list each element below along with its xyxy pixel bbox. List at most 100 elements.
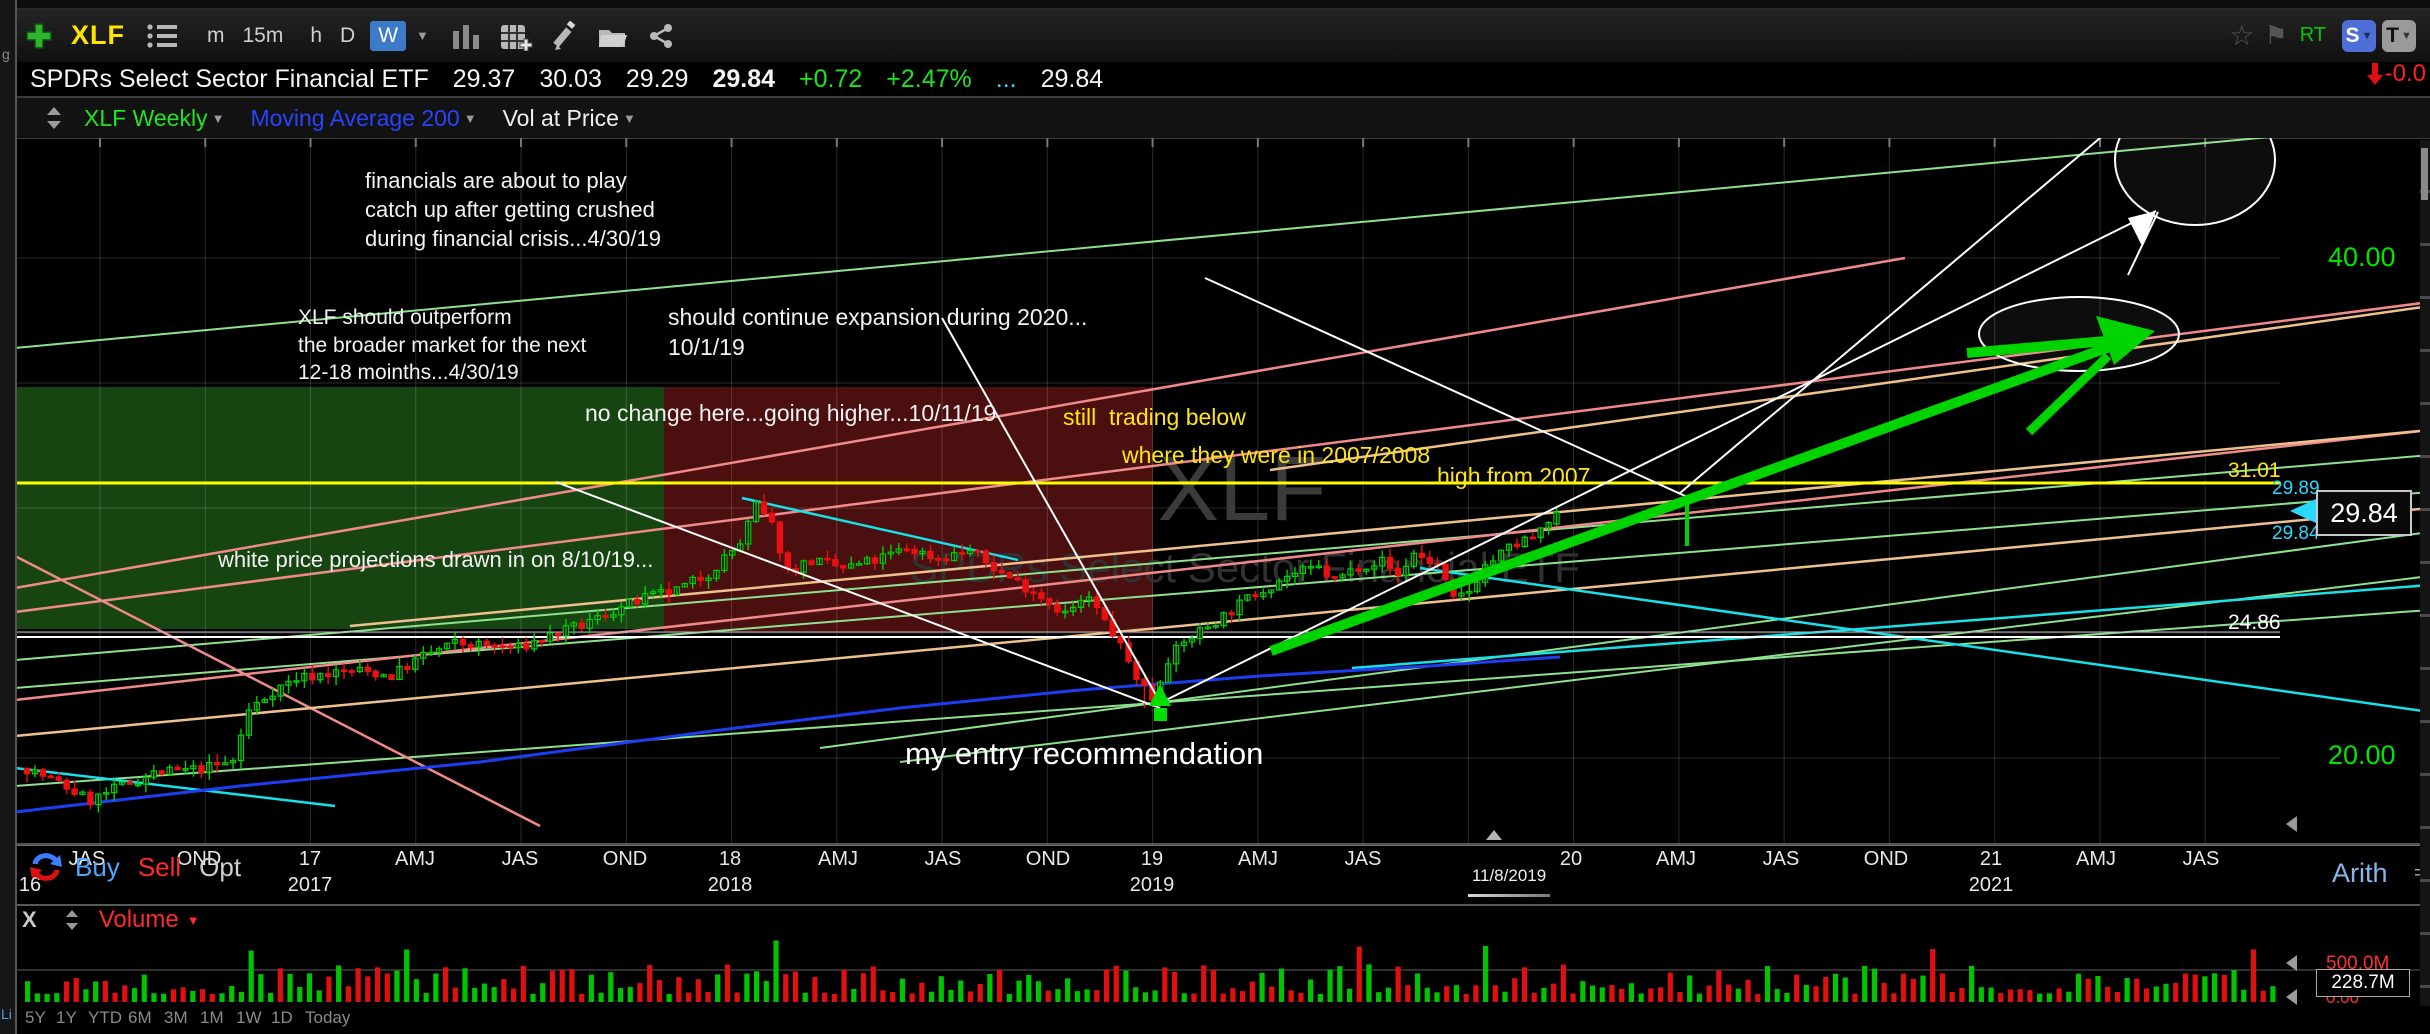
- volume-bar: [306, 973, 313, 1002]
- vertical-scrollbar[interactable]: [2420, 140, 2430, 1006]
- template-button[interactable]: T ▼: [2382, 19, 2416, 52]
- volume-bar: [170, 989, 176, 1002]
- volume-label[interactable]: Volume: [98, 906, 179, 933]
- volume-bar: [598, 992, 604, 1002]
- series-dropdown-icon[interactable]: ▼: [211, 110, 225, 126]
- overlay-dropdown-icon[interactable]: ▼: [622, 110, 636, 126]
- trade-bar: Buy Sell Opt: [20, 848, 259, 886]
- volume-bar: [1123, 970, 1129, 1002]
- volume-bar: [384, 973, 390, 1002]
- indicator-dropdown-icon[interactable]: ▼: [463, 110, 477, 126]
- quote-change-pct: +2.47%: [886, 64, 972, 93]
- volume-bar: [909, 993, 915, 1002]
- volume-bar: [987, 974, 993, 1002]
- volume-bar: [229, 985, 235, 1002]
- date-axis-quarter: OND: [1863, 848, 1909, 870]
- volume-bar: [1726, 984, 1732, 1002]
- volume-bar: [617, 988, 624, 1002]
- stream-button[interactable]: S ▼: [2342, 19, 2376, 52]
- timeframe-minute[interactable]: m: [207, 23, 225, 47]
- volume-bar: [1492, 985, 1498, 1002]
- volume-bar: [2007, 989, 2014, 1002]
- volume-canvas[interactable]: [0, 903, 2430, 1034]
- watchlist-icon[interactable]: [146, 23, 178, 49]
- series-selector[interactable]: XLF Weekly: [84, 104, 208, 131]
- volume-bar: [1385, 987, 1391, 1002]
- quote-ellipsis[interactable]: ...: [995, 64, 1017, 93]
- scrollbar-handle[interactable]: [2421, 148, 2428, 200]
- volume-dropdown-icon[interactable]: ▼: [186, 912, 200, 928]
- range-link-3m[interactable]: 3M: [164, 1008, 188, 1027]
- volume-bar: [520, 965, 526, 1002]
- volume-bar: [491, 987, 497, 1002]
- price-chart[interactable]: XLF SPDRs Select Sector Financial ETF: [0, 138, 2430, 845]
- volume-bar: [1259, 972, 1265, 1002]
- timeframe-day[interactable]: D: [340, 23, 356, 47]
- date-axis-quarter: JAS: [68, 848, 106, 870]
- symbol-label[interactable]: XLF: [71, 20, 125, 50]
- volume-bar: [442, 967, 449, 1002]
- timeframe-15min[interactable]: 15m: [242, 23, 284, 47]
- volume-bar: [102, 980, 108, 1002]
- favorite-star-icon[interactable]: ☆: [2229, 20, 2255, 51]
- add-symbol-icon[interactable]: [24, 21, 54, 51]
- date-axis[interactable]: 16 JAS OND 17 2017 AMJ JAS OND 18 2018 AMJ JAS OND 19…: [0, 830, 2430, 906]
- volume-bar: [2046, 993, 2052, 1002]
- options-button[interactable]: Opt: [199, 851, 242, 882]
- range-link-ytd[interactable]: YTD: [88, 1008, 122, 1027]
- share-icon[interactable]: [647, 22, 675, 50]
- range-link-1y[interactable]: 1Y: [56, 1008, 77, 1027]
- date-axis-quarter: AMJ: [2076, 848, 2116, 870]
- volume-bar: [1327, 969, 1333, 1002]
- reorder-arrows-icon[interactable]: [45, 106, 63, 130]
- volume-bar: [1035, 981, 1042, 1002]
- range-link-today[interactable]: Today: [305, 1008, 351, 1027]
- left-collapsed-panel[interactable]: g Li: [0, 0, 17, 1034]
- chart-toolbar: XLF Weekly ▼ Moving Average 200 ▼ Vol at…: [15, 98, 2430, 139]
- volume-bar: [647, 965, 653, 1002]
- volume-bar: [1998, 993, 2004, 1002]
- volume-bar: [1444, 986, 1450, 1002]
- volume-bar: [1210, 969, 1217, 1002]
- refresh-icon[interactable]: [29, 851, 63, 883]
- down-arrow-icon: [2366, 63, 2383, 85]
- volume-bar: [374, 967, 381, 1002]
- volume-bar: [1181, 993, 1187, 1002]
- drawing-pencil-icon[interactable]: [551, 20, 579, 51]
- date-axis-quarter: OND: [1025, 848, 1071, 870]
- range-link-1m[interactable]: 1M: [200, 1008, 224, 1027]
- date-marker-icon: [1486, 830, 1502, 840]
- volume-reorder-icon[interactable]: [64, 909, 80, 931]
- volume-bar: [1716, 970, 1722, 1002]
- volume-bar: [1939, 973, 1946, 1002]
- window-top-strip: [0, 0, 2430, 9]
- overlay-selector[interactable]: Vol at Price: [502, 104, 619, 131]
- volume-bar: [2173, 982, 2179, 1002]
- chart-type-icon[interactable]: [451, 23, 481, 49]
- folder-icon[interactable]: [597, 22, 629, 50]
- date-axis-quarter: 19: [1140, 848, 1164, 870]
- alert-flag-icon[interactable]: ⚑: [2264, 20, 2288, 50]
- volume-bar: [734, 992, 740, 1002]
- range-link-6m[interactable]: 6M: [128, 1008, 152, 1027]
- volume-bar: [219, 993, 225, 1002]
- range-link-1w[interactable]: 1W: [236, 1008, 262, 1027]
- condition-builder-icon[interactable]: [499, 21, 533, 51]
- range-link-1d[interactable]: 1D: [271, 1008, 293, 1027]
- volume-bar: [928, 991, 935, 1002]
- timeframe-week-selected[interactable]: W: [370, 20, 407, 51]
- volume-bar: [1094, 990, 1100, 1002]
- indicator-selector[interactable]: Moving Average 200: [250, 104, 460, 131]
- volume-bar: [783, 974, 789, 1002]
- timeframe-dropdown-icon[interactable]: ▼: [416, 28, 429, 43]
- volume-bar: [549, 970, 556, 1002]
- sell-button[interactable]: Sell: [137, 851, 182, 882]
- volume-bar: [1463, 993, 1469, 1002]
- volume-bar: [2134, 978, 2140, 1002]
- volume-close-button[interactable]: X: [22, 907, 37, 932]
- timeframe-hour[interactable]: h: [310, 23, 323, 47]
- buy-button[interactable]: Buy: [75, 851, 120, 882]
- range-link-5y[interactable]: 5Y: [25, 1008, 46, 1027]
